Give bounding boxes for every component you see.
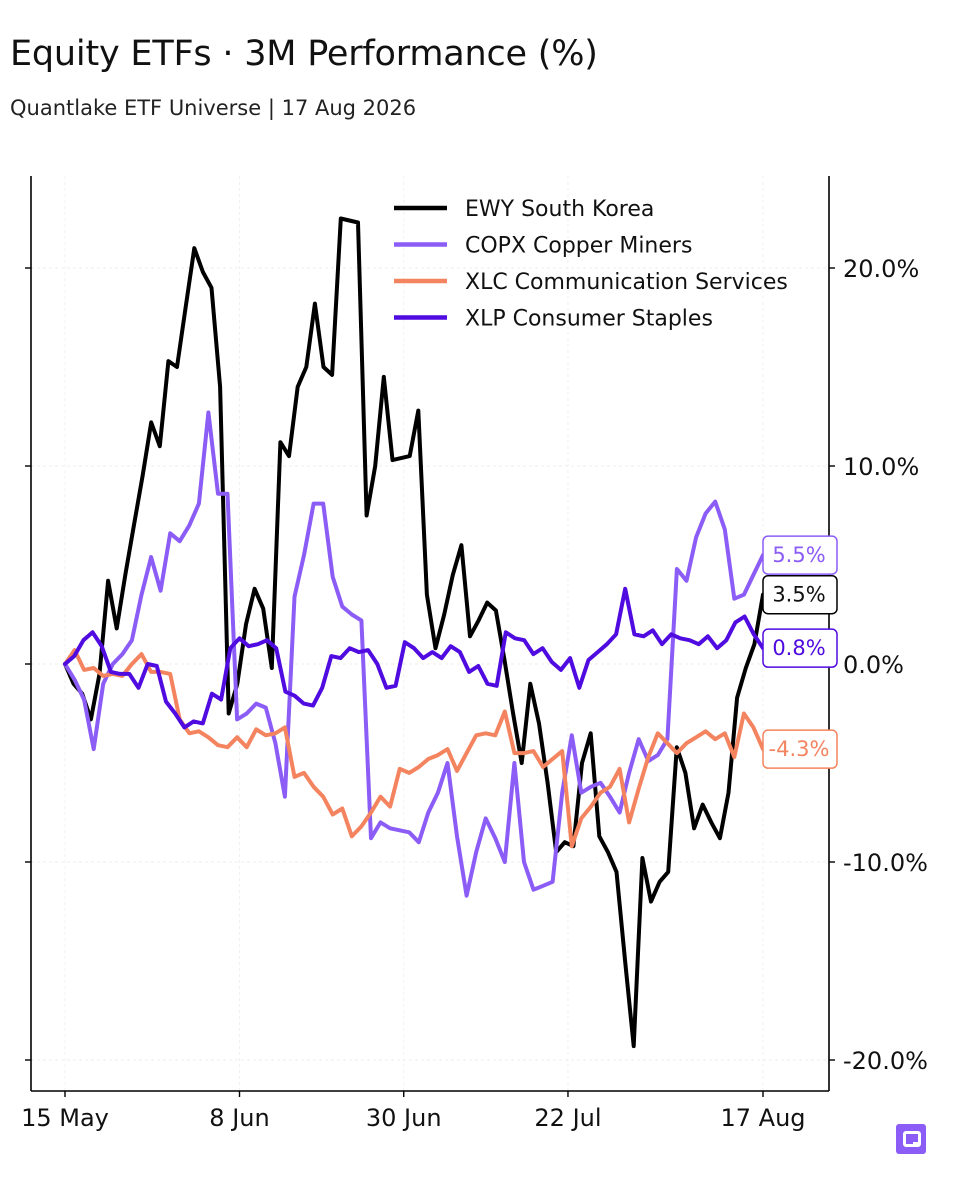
series-line-2 bbox=[63, 648, 765, 849]
legend-entry-3: XLP Consumer Staples bbox=[394, 307, 713, 332]
series-line-3 bbox=[63, 586, 765, 730]
x-tick-label: 30 Jun bbox=[366, 1104, 442, 1132]
chart-title: Equity ETFs · 3M Performance (%) bbox=[10, 34, 598, 74]
end-label-1: 5.5% bbox=[762, 535, 838, 575]
x-tick-label: 22 Jul bbox=[534, 1104, 601, 1132]
svg-text:-4.3%: -4.3% bbox=[769, 737, 830, 761]
svg-text:0.8%: 0.8% bbox=[772, 636, 825, 660]
labels-layer: 3.5% 5.5% -4.3% 0.8% bbox=[762, 535, 838, 769]
end-label-0: 3.5% bbox=[762, 574, 838, 615]
x-tick-label: 8 Jun bbox=[209, 1104, 269, 1132]
x-tick-label: 17 Aug bbox=[720, 1104, 805, 1132]
legend-label: EWY South Korea bbox=[465, 197, 654, 222]
legend-label: COPX Copper Miners bbox=[465, 234, 692, 259]
end-label-3: 0.8% bbox=[762, 628, 838, 668]
y-tick-label: 20.0% bbox=[843, 255, 919, 283]
y-tick-label: -10.0% bbox=[843, 849, 928, 877]
y-tick-label: 10.0% bbox=[843, 453, 919, 481]
svg-text:3.5%: 3.5% bbox=[772, 583, 825, 607]
legend-label: XLP Consumer Staples bbox=[465, 307, 713, 332]
series-line-1 bbox=[63, 410, 765, 898]
series-line-0 bbox=[63, 216, 765, 1049]
chart-subtitle: Quantlake ETF Universe | 17 Aug 2026 bbox=[10, 96, 417, 120]
svg-text:5.5%: 5.5% bbox=[772, 543, 825, 567]
series-layer bbox=[63, 216, 765, 1049]
legend-entry-2: XLC Communication Services bbox=[394, 270, 788, 295]
y-tick-label: -20.0% bbox=[843, 1047, 928, 1075]
x-tick-label: 15 May bbox=[21, 1104, 109, 1132]
legend-entry-1: COPX Copper Miners bbox=[394, 234, 692, 259]
y-tick-label: 0.0% bbox=[843, 651, 904, 679]
legend-entry-0: EWY South Korea bbox=[394, 197, 654, 222]
legend: EWY South Korea COPX Copper Miners XLC Com… bbox=[394, 197, 788, 332]
legend-label: XLC Communication Services bbox=[465, 270, 788, 295]
axes-layer: 20.0% 10.0% 0.0% -10.0% -20.0% 15 May 8 Jun 30 … bbox=[21, 176, 928, 1132]
end-label-2: -4.3% bbox=[762, 729, 838, 769]
quantlake-logo-icon bbox=[896, 1124, 926, 1154]
